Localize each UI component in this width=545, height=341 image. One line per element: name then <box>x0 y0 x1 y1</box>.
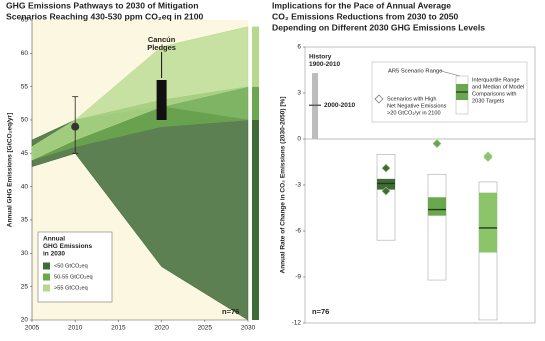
y-tick-label: 35 <box>21 217 29 224</box>
high-negative-marker <box>432 139 442 149</box>
high-negative-marker <box>483 152 493 162</box>
y-tick-label: 55 <box>21 83 29 90</box>
legend-swatch <box>43 284 50 292</box>
chart-title: GHG Emissions Pathways to 2030 of Mitiga… <box>6 0 198 10</box>
legend-label: and Median of Model <box>472 84 524 90</box>
y-tick-label: -3 <box>295 182 301 189</box>
y-tick-label: 40 <box>21 183 29 190</box>
history-label: History <box>309 54 332 61</box>
legend-label: AR5 Scenario Range <box>388 69 442 75</box>
interquartile-range <box>377 178 395 190</box>
legend-label: >55 GtCO₂eq <box>54 285 88 291</box>
x-tick-label: 2005 <box>25 325 40 332</box>
legend-label: Scenarios with High <box>387 96 436 102</box>
annotation: n=76 <box>222 307 239 316</box>
y-tick-label: 0 <box>297 136 301 143</box>
chart-title: Scenarios Reaching 430-530 ppm CO₂eq in … <box>6 11 203 21</box>
legend-box <box>371 61 528 123</box>
legend-label: 2030 Targets <box>472 98 504 104</box>
y-tick-label: 65 <box>21 17 29 24</box>
interquartile-range <box>479 192 497 253</box>
range-2030-bar <box>252 26 259 87</box>
y-tick-label: 60 <box>21 50 29 57</box>
x-tick-label: 2025 <box>198 325 213 332</box>
x-tick-label: 2010 <box>68 325 83 332</box>
history-bar <box>312 73 318 139</box>
range-2030-bar <box>252 120 259 320</box>
legend-label: Net Negative Emissions <box>387 103 447 109</box>
x-tick-label: 2015 <box>111 325 126 332</box>
y-tick-label: -6 <box>295 228 301 235</box>
y-tick-label: 20 <box>21 317 29 324</box>
pledges-box <box>156 80 167 120</box>
pledges-label: Cancún <box>148 35 176 44</box>
chart-title: CO₂ Emissions Reductions from 2030 to 20… <box>272 11 458 21</box>
y-tick-label: 30 <box>21 250 29 257</box>
high-negative-marker <box>381 163 391 173</box>
history-label: 1900-2010 <box>309 61 340 68</box>
legend-label: Comparisons with <box>472 91 516 97</box>
y-tick-label: 6 <box>297 44 301 51</box>
legend-label: <50 GtCO₂eq <box>54 263 88 269</box>
x-tick-label: 2030 <box>241 325 256 332</box>
legend-diamond <box>374 94 384 104</box>
legend-label: >20 GtCO₂/yr in 2100 <box>387 110 441 116</box>
decade-label: 2000-2010 <box>324 102 355 109</box>
interquartile-range <box>428 197 446 216</box>
legend-label: Interquartile Range <box>472 77 520 83</box>
scenario-range <box>31 26 249 161</box>
range-2030-bar <box>252 86 259 120</box>
legend-title: Annual <box>43 236 65 243</box>
scenario-range <box>376 154 396 241</box>
pledges-label: Pledges <box>147 43 176 52</box>
y-tick-label: 50 <box>21 117 29 124</box>
y-tick-label: -9 <box>295 274 301 281</box>
y-tick-label: 25 <box>21 283 29 290</box>
chart-title: Depending on Different 2030 GHG Emission… <box>272 22 485 32</box>
legend-title: in 2030 <box>43 251 65 258</box>
history-point <box>71 122 80 131</box>
annotation: n=76 <box>312 307 329 316</box>
legend-box <box>37 231 113 303</box>
chart-title: Implications for the Pace of Annual Aver… <box>272 0 451 10</box>
legend-swatch <box>43 262 50 270</box>
legend-swatch <box>43 273 50 281</box>
x-tick-label: 2020 <box>154 325 169 332</box>
y-axis-label: Annual GHG Emissions [GtCO₂eq/yr] <box>7 113 14 228</box>
legend-title: GHG Emissions <box>43 243 93 250</box>
y-axis-label: Annual Rate of Change in CO₂ Emissions (… <box>280 97 287 274</box>
scenario-range <box>427 173 447 281</box>
y-tick-label: 45 <box>21 150 29 157</box>
y-tick-label: -12 <box>292 320 302 327</box>
y-tick-label: 3 <box>297 90 301 97</box>
high-negative-marker <box>381 186 391 196</box>
legend-label: 50-55 GtCO₂eq <box>54 274 93 280</box>
legend-leader <box>440 70 461 77</box>
